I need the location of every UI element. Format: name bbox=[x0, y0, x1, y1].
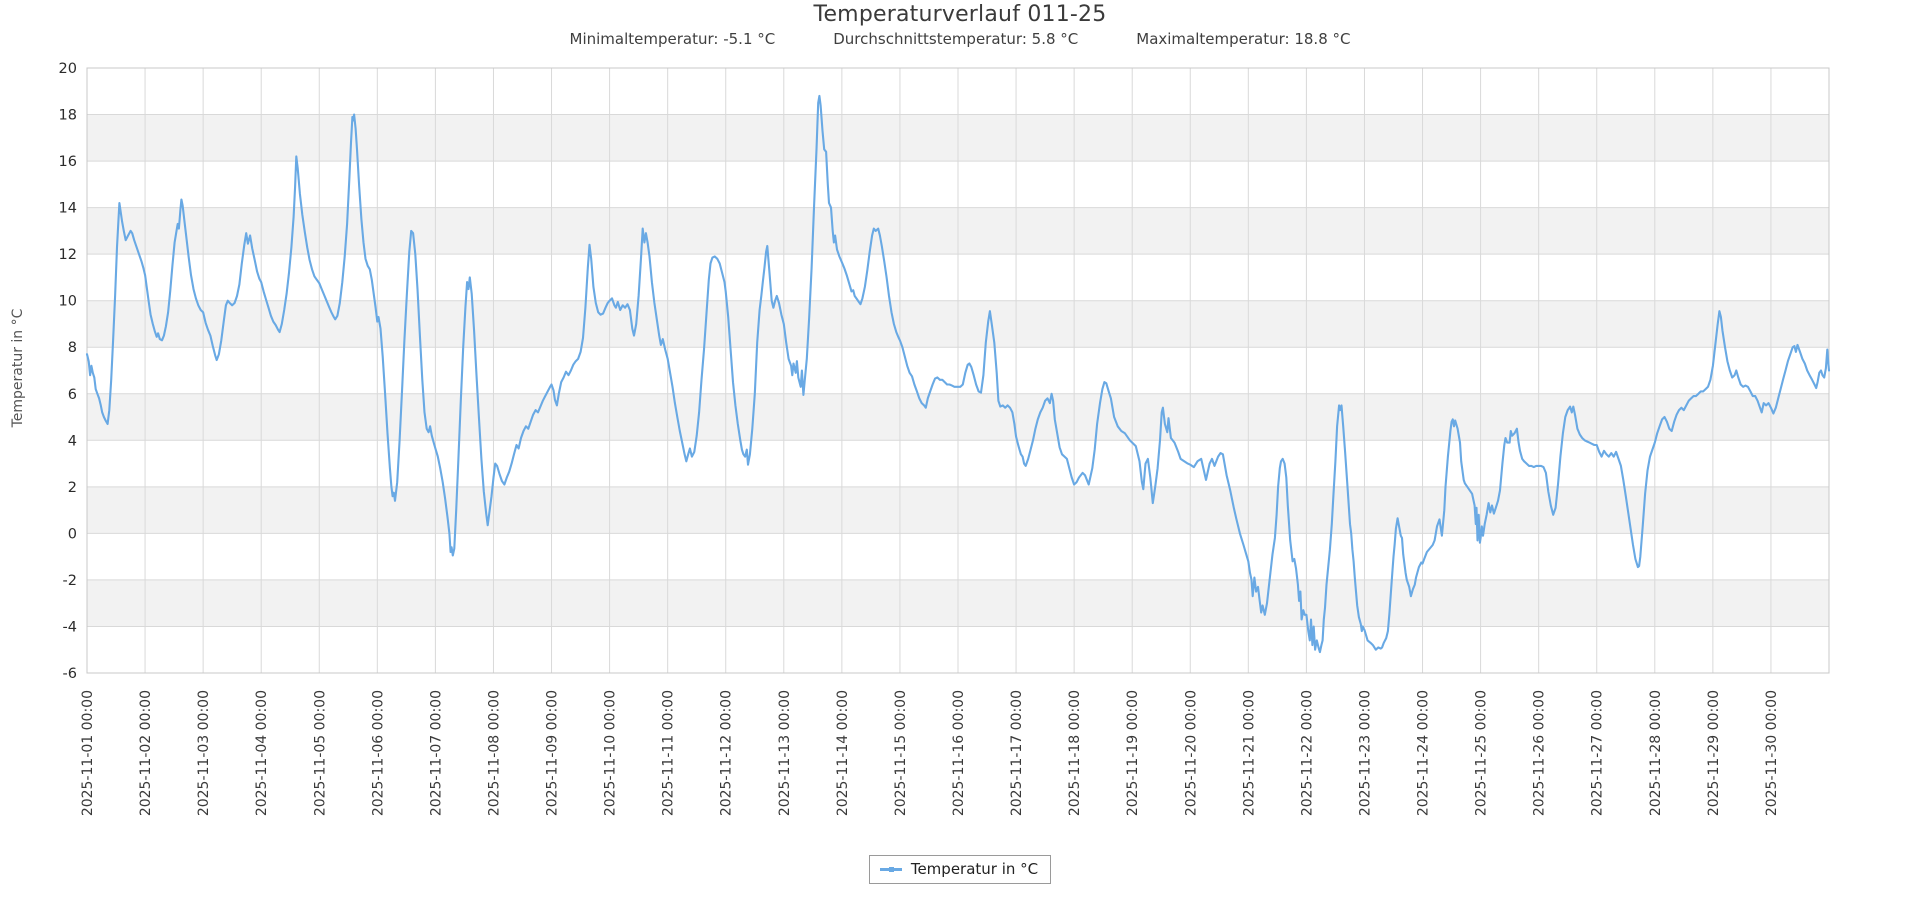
x-tick-label: 2025-11-22 00:00 bbox=[1299, 690, 1315, 816]
y-tick-label: 20 bbox=[59, 61, 77, 77]
temperature-series-line bbox=[85, 94, 1831, 654]
x-tick-label: 2025-11-30 00:00 bbox=[1764, 690, 1780, 816]
chart-legend: Temperatur in °C bbox=[0, 855, 1920, 884]
y-tick-label: 14 bbox=[59, 201, 77, 217]
y-tick-label: 16 bbox=[59, 154, 77, 170]
x-tick-label: 2025-11-14 00:00 bbox=[835, 690, 851, 816]
x-tick-label: 2025-11-24 00:00 bbox=[1416, 690, 1432, 816]
x-tick-label: 2025-11-15 00:00 bbox=[893, 690, 909, 816]
y-tick-label: 10 bbox=[59, 294, 77, 310]
x-tick-label: 2025-11-23 00:00 bbox=[1357, 690, 1373, 816]
x-tick-label: 2025-11-06 00:00 bbox=[370, 690, 386, 816]
y-tick-label: -6 bbox=[63, 666, 77, 682]
y-tick-label: 18 bbox=[59, 108, 77, 124]
y-tick-label: -2 bbox=[63, 573, 77, 589]
x-tick-label: 2025-11-28 00:00 bbox=[1648, 690, 1664, 816]
x-tick-label: 2025-11-29 00:00 bbox=[1706, 690, 1722, 816]
x-tick-label: 2025-11-02 00:00 bbox=[138, 690, 154, 816]
x-tick-label: 2025-11-09 00:00 bbox=[545, 690, 561, 816]
x-tick-label: 2025-11-21 00:00 bbox=[1241, 690, 1257, 816]
x-tick-label: 2025-11-01 00:00 bbox=[80, 690, 96, 816]
x-tick-label: 2025-11-27 00:00 bbox=[1590, 690, 1606, 816]
y-tick-label: 0 bbox=[68, 526, 77, 542]
x-tick-label: 2025-11-19 00:00 bbox=[1125, 690, 1141, 816]
y-tick-label: 12 bbox=[59, 247, 77, 263]
legend-entry: Temperatur in °C bbox=[868, 855, 1052, 884]
x-tick-label: 2025-11-12 00:00 bbox=[719, 690, 735, 816]
min-temperature-stat: Minimaltemperatur: -5.1 °C bbox=[569, 30, 776, 48]
avg-temperature-stat: Durchschnittstemperatur: 5.8 °C bbox=[833, 30, 1079, 48]
x-tick-label: 2025-11-16 00:00 bbox=[951, 690, 967, 816]
x-tick-label: 2025-11-03 00:00 bbox=[196, 690, 212, 816]
x-tick-label: 2025-11-08 00:00 bbox=[486, 690, 502, 816]
x-tick-label: 2025-11-13 00:00 bbox=[777, 690, 793, 816]
x-tick-label: 2025-11-25 00:00 bbox=[1474, 690, 1490, 816]
y-tick-label: 2 bbox=[68, 480, 77, 496]
x-tick-label: 2025-11-07 00:00 bbox=[428, 690, 444, 816]
x-tick-label: 2025-11-05 00:00 bbox=[312, 690, 328, 816]
chart-title: Temperaturverlauf 011-25 bbox=[813, 2, 1107, 27]
y-tick-label: 8 bbox=[68, 340, 77, 356]
x-tick-label: 2025-11-10 00:00 bbox=[603, 690, 619, 816]
x-tick-label: 2025-11-26 00:00 bbox=[1532, 690, 1548, 816]
x-tick-label: 2025-11-17 00:00 bbox=[1009, 690, 1025, 816]
x-tick-label: 2025-11-04 00:00 bbox=[254, 690, 270, 816]
x-tick-label: 2025-11-18 00:00 bbox=[1067, 690, 1083, 816]
y-tick-label: 4 bbox=[68, 433, 77, 449]
legend-label: Temperatur in °C bbox=[910, 860, 1039, 878]
legend-line-swatch-icon bbox=[879, 866, 902, 872]
x-tick-label: 2025-11-11 00:00 bbox=[661, 690, 677, 816]
y-tick-label: -4 bbox=[63, 619, 77, 635]
chart-subtitle: Minimaltemperatur: -5.1 °C Durchschnitts… bbox=[0, 30, 1920, 48]
max-temperature-stat: Maximaltemperatur: 18.8 °C bbox=[1136, 30, 1351, 48]
y-tick-label: 6 bbox=[68, 387, 77, 403]
x-tick-label: 2025-11-20 00:00 bbox=[1183, 690, 1199, 816]
